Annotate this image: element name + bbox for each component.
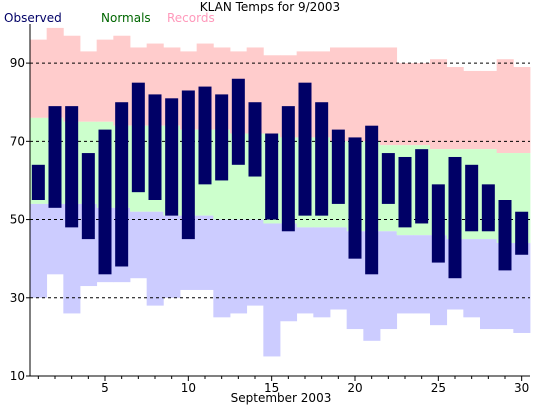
observed-bar <box>315 102 329 216</box>
observed-bar <box>331 129 345 204</box>
record-high-band <box>430 59 448 150</box>
record-high-band <box>46 27 64 118</box>
observed-bar <box>448 156 462 279</box>
record-low-band <box>146 211 164 306</box>
record-high-band <box>330 47 348 142</box>
record-low-band <box>296 227 314 314</box>
observed-bar <box>81 153 95 240</box>
record-low-band <box>230 219 248 314</box>
record-low-band <box>63 203 81 314</box>
record-low-band <box>480 239 498 330</box>
observed-bar <box>48 106 62 208</box>
record-low-band <box>396 235 414 314</box>
observed-bar <box>481 184 495 232</box>
observed-bar <box>115 102 129 267</box>
legend-normals: Normals <box>101 11 151 25</box>
record-low-band <box>463 239 481 318</box>
observed-bar <box>248 102 262 177</box>
legend-records: Records <box>167 11 215 25</box>
record-high-band <box>346 47 364 142</box>
record-high-band <box>96 39 114 122</box>
observed-bar <box>165 98 179 216</box>
record-low-band <box>196 215 214 290</box>
observed-bar <box>198 86 212 185</box>
record-low-band <box>30 203 48 298</box>
record-low-band <box>280 223 298 322</box>
observed-bar <box>431 184 445 263</box>
x-tick-label: 5 <box>101 381 109 395</box>
record-low-band <box>213 219 231 318</box>
observed-bar <box>281 106 295 232</box>
observed-bar <box>148 94 162 200</box>
observed-bar <box>265 133 279 220</box>
observed-bar <box>398 156 412 228</box>
observed-bar <box>65 106 79 228</box>
record-low-band <box>330 227 348 310</box>
record-high-band <box>413 63 431 146</box>
chart-title: KLAN Temps for 9/2003 <box>199 0 341 14</box>
y-tick-label: 70 <box>10 134 25 148</box>
observed-bar <box>365 125 379 275</box>
record-high-band <box>446 67 464 150</box>
observed-bar <box>415 149 429 224</box>
y-tick-label: 10 <box>10 369 25 383</box>
record-high-band <box>496 59 514 154</box>
observed-bar <box>515 211 529 255</box>
observed-bar <box>348 137 362 259</box>
record-high-band <box>363 47 381 142</box>
record-high-band <box>396 63 414 146</box>
record-low-band <box>413 235 431 314</box>
x-tick-label: 20 <box>347 381 362 395</box>
observed-bar <box>131 82 145 193</box>
observed-bar <box>181 90 195 240</box>
y-tick-label: 90 <box>10 56 25 70</box>
observed-bar <box>298 82 312 216</box>
y-tick-label: 50 <box>10 213 25 227</box>
observed-bar <box>98 129 112 275</box>
record-low-band <box>313 227 331 318</box>
record-low-band <box>163 215 181 298</box>
observed-bar <box>381 153 395 204</box>
x-tick-label: 25 <box>431 381 446 395</box>
record-low-band <box>380 231 398 330</box>
x-tick-label: 10 <box>181 381 196 395</box>
x-tick-label: 15 <box>264 381 279 395</box>
observed-bar <box>498 200 512 271</box>
record-low-band <box>130 211 148 279</box>
record-high-band <box>263 55 281 134</box>
observed-bar <box>31 164 45 200</box>
record-high-band <box>513 67 531 154</box>
observed-bar <box>465 164 479 232</box>
record-high-band <box>463 70 481 150</box>
record-low-band <box>263 223 281 357</box>
record-high-band <box>30 39 48 118</box>
record-low-band <box>246 219 264 306</box>
record-high-band <box>63 35 81 122</box>
record-low-band <box>46 203 64 275</box>
observed-bar <box>215 94 229 181</box>
record-low-band <box>513 243 531 333</box>
record-high-band <box>380 47 398 146</box>
y-tick-label: 30 <box>10 291 25 305</box>
observed-bar <box>231 78 245 165</box>
x-tick-label: 30 <box>514 381 529 395</box>
legend-observed: Observed <box>4 11 62 25</box>
record-high-band <box>480 70 498 150</box>
x-axis-label: September 2003 <box>230 391 332 405</box>
record-high-band <box>80 51 98 122</box>
